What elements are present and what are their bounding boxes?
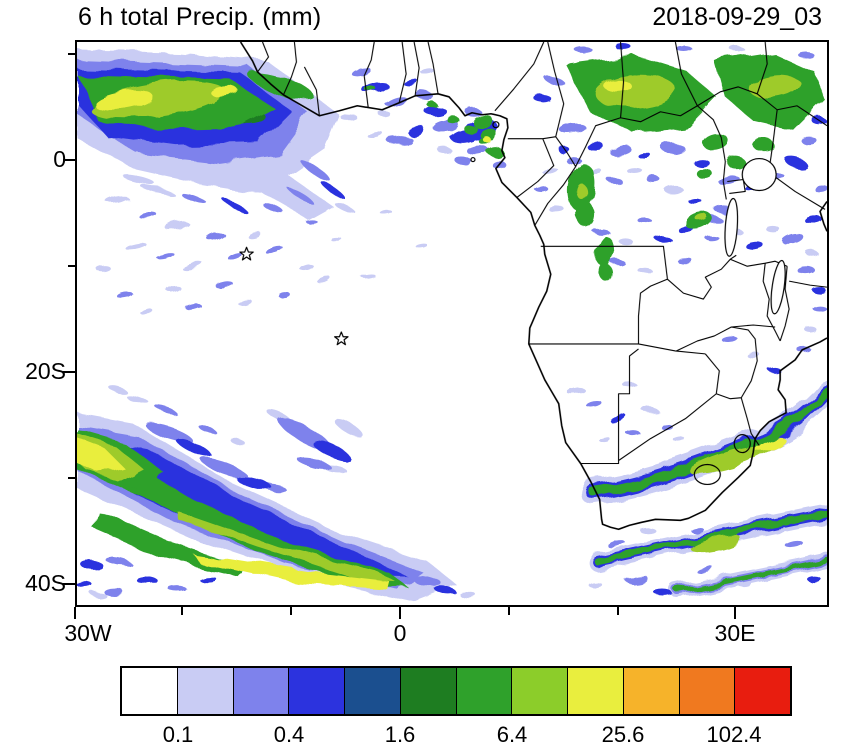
y-axis-tick-major (63, 583, 75, 585)
x-axis-tick-major (399, 607, 401, 619)
plot-title: 6 h total Precip. (mm) (78, 3, 322, 31)
africa-coastline (239, 42, 827, 531)
y-axis-label: 40S (25, 570, 66, 596)
colorbar-cell (288, 668, 344, 714)
colorbar-cell (122, 668, 177, 714)
map-plot-frame (75, 40, 829, 607)
eswatini-border (733, 434, 751, 454)
lesotho-border (693, 463, 721, 486)
colorbar-label: 6.4 (496, 722, 528, 747)
x-axis-tick-minor (181, 607, 183, 615)
y-axis-tick-major (63, 371, 75, 373)
x-axis-label: 0 (393, 620, 407, 646)
star-markers (239, 246, 349, 346)
colorbar-cell (176, 668, 233, 714)
plot-timestamp: 2018-09-29_03 (652, 3, 822, 31)
x-axis-label: 30W (64, 620, 112, 646)
star-marker (334, 331, 349, 346)
colorbar-cell (511, 668, 567, 714)
country-borders-layer (257, 42, 827, 465)
colorbar-cell (622, 668, 679, 714)
bioko-island (492, 121, 500, 129)
star-marker (239, 246, 254, 261)
colorbar-cell (399, 668, 456, 714)
colorbar-cell (455, 668, 512, 714)
colorbar-label: 102.4 (706, 722, 762, 747)
x-axis-tick-major (734, 607, 736, 619)
colorbar-label: 1.6 (384, 722, 416, 747)
precip-field-layer (77, 44, 827, 603)
colorbar-label: 0.1 (162, 722, 194, 747)
colorbar-cell (567, 668, 623, 714)
x-axis-tick-major (74, 607, 76, 619)
lakes-layer (470, 121, 786, 486)
colorbar-cell (344, 668, 400, 714)
sao-tome-island (470, 156, 476, 163)
x-axis-label: 30E (714, 620, 756, 646)
y-axis-tick-major (63, 159, 75, 161)
colorbar-cell (734, 668, 790, 714)
precip-level-yellow (77, 80, 786, 590)
y-axis-label: 0 (53, 146, 66, 172)
lake-tanganyika (724, 197, 739, 257)
y-axis-tick-minor (68, 265, 75, 267)
x-axis-tick-minor (508, 607, 510, 615)
lake-malawi (770, 259, 786, 315)
colorbar-label: 25.6 (601, 722, 645, 747)
colorbar-cell (232, 668, 289, 714)
y-axis-tick-minor (68, 53, 75, 55)
east-africa-coast-segment (819, 200, 827, 232)
map-canvas (77, 42, 827, 603)
y-axis-label: 20S (25, 358, 66, 384)
lake-victoria (741, 157, 777, 192)
colorbar-cell (678, 668, 735, 714)
y-axis-tick-minor (68, 477, 75, 479)
coastline-layer (239, 42, 827, 531)
colorbar-label: 0.4 (273, 722, 305, 747)
x-axis-tick-minor (617, 607, 619, 615)
colorbar (120, 666, 792, 716)
x-axis-tick-minor (290, 607, 292, 615)
